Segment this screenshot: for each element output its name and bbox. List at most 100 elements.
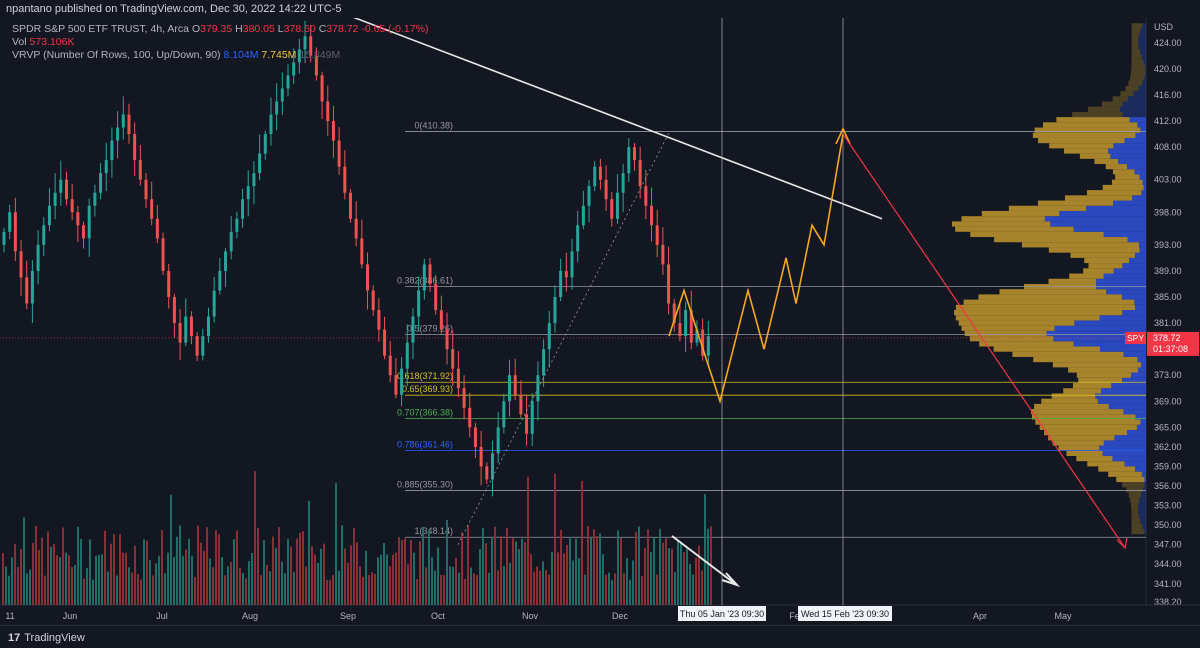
volume-bar — [380, 554, 382, 605]
volume-bar — [377, 557, 379, 605]
volume-bar — [83, 578, 85, 605]
volume-bar — [614, 573, 616, 605]
candle-body — [269, 114, 273, 135]
volume-bar — [410, 540, 412, 605]
volume-profile-bar — [1032, 132, 1136, 138]
volume-bar — [479, 548, 481, 605]
price-axis-tick: 359.00 — [1154, 461, 1182, 471]
volume-bar — [647, 529, 649, 605]
volume-profile-bar — [1143, 59, 1146, 65]
time-axis-tick: Jun — [63, 611, 78, 621]
volume-profile-bar — [1084, 257, 1130, 264]
tradingview-logo[interactable]: 17 TradingView — [8, 632, 85, 644]
candle-body — [252, 173, 256, 187]
volume-bar — [689, 563, 691, 605]
volume-profile-bar — [1126, 487, 1143, 493]
volume-bar — [566, 544, 568, 605]
volume-profile-bar — [1145, 70, 1146, 76]
volume-profile-bar — [1099, 445, 1146, 451]
time-axis-tick: Nov — [522, 611, 539, 621]
volume-bar — [539, 570, 541, 605]
volume-profile-bar — [1051, 393, 1096, 399]
volume-profile-bar — [954, 310, 1123, 316]
volume-profile-bar — [963, 299, 1135, 305]
candle-body — [525, 414, 529, 434]
candle-body — [303, 36, 307, 50]
volume-profile-bar — [1140, 518, 1146, 524]
volume-bar — [353, 527, 355, 605]
volume-bar — [92, 579, 94, 605]
volume-bar — [329, 579, 331, 605]
volume-bar — [425, 567, 427, 605]
volume-bar — [581, 481, 583, 605]
volume-bar — [281, 561, 283, 605]
volume-profile-bar — [1113, 200, 1146, 206]
volume-profile-bar — [1136, 424, 1146, 430]
volume-bar — [71, 566, 73, 605]
volume-bar — [62, 527, 64, 605]
volume-bar — [326, 579, 328, 605]
volume-profile-bar — [1125, 85, 1139, 92]
volume-bar — [365, 550, 367, 605]
volume-value: 573.106K — [29, 36, 75, 48]
candle-body — [212, 290, 216, 317]
volume-bar — [107, 571, 109, 605]
candle-body — [621, 173, 625, 193]
volume-bar — [197, 525, 199, 605]
volume-profile-bar — [1054, 325, 1146, 331]
volume-profile-bar — [1078, 377, 1123, 384]
white-trendline — [351, 15, 883, 220]
open-value: 379.35 — [200, 23, 233, 35]
volume-bar — [242, 573, 244, 605]
volume-profile-bar — [1123, 409, 1146, 415]
volume-profile-bar — [1131, 523, 1143, 529]
volume-bar — [278, 527, 280, 605]
volume-bar — [56, 555, 58, 605]
volume-bar — [263, 540, 265, 605]
volume-bar — [182, 555, 184, 605]
volume-profile-bar — [1046, 330, 1146, 337]
volume-profile-bar — [1124, 137, 1146, 144]
volume-profile-bar — [1131, 529, 1145, 535]
volume-bar — [176, 536, 178, 605]
volume-bar — [662, 542, 664, 605]
volume-bar — [77, 526, 79, 605]
crosshair-date-badge — [678, 606, 766, 621]
volume-bar — [167, 552, 169, 605]
candle-body — [479, 446, 483, 467]
candle-body — [445, 329, 449, 350]
candle-body — [178, 323, 182, 343]
volume-bar — [644, 548, 646, 605]
volume-profile-bar — [1068, 367, 1138, 373]
volume-profile-bar — [1139, 247, 1146, 253]
candle-body — [672, 303, 676, 324]
volume-profile-bar — [1087, 106, 1120, 112]
candle-body — [485, 466, 489, 480]
volume-bar — [590, 536, 592, 605]
volume-profile-bar — [1139, 497, 1146, 503]
volume-bar — [443, 575, 445, 605]
symbol-tag-text: SPY — [1127, 333, 1144, 343]
volume-bar — [485, 543, 487, 605]
volume-profile-bar — [1043, 122, 1138, 128]
volume-bar — [626, 558, 628, 605]
volume-profile-bar — [1063, 388, 1102, 394]
volume-profile-bar — [1130, 497, 1140, 503]
volume-profile-bar — [1139, 242, 1146, 248]
volume-bar — [416, 579, 418, 605]
candle-body — [42, 225, 46, 245]
volume-bar — [248, 561, 250, 605]
volume-bar — [266, 564, 268, 605]
volume-profile-bar — [1035, 419, 1141, 425]
volume-bar — [335, 483, 337, 605]
candle-body — [150, 199, 154, 219]
volume-profile-bar — [1124, 461, 1146, 467]
fib-level-label: 0.786(361.46) — [397, 439, 453, 449]
volume-bar — [113, 534, 115, 605]
volume-bar — [500, 536, 502, 605]
candle-body — [508, 375, 512, 402]
candle-body — [121, 114, 125, 128]
volume-profile-bar — [1144, 75, 1146, 81]
candle-body — [434, 283, 438, 311]
